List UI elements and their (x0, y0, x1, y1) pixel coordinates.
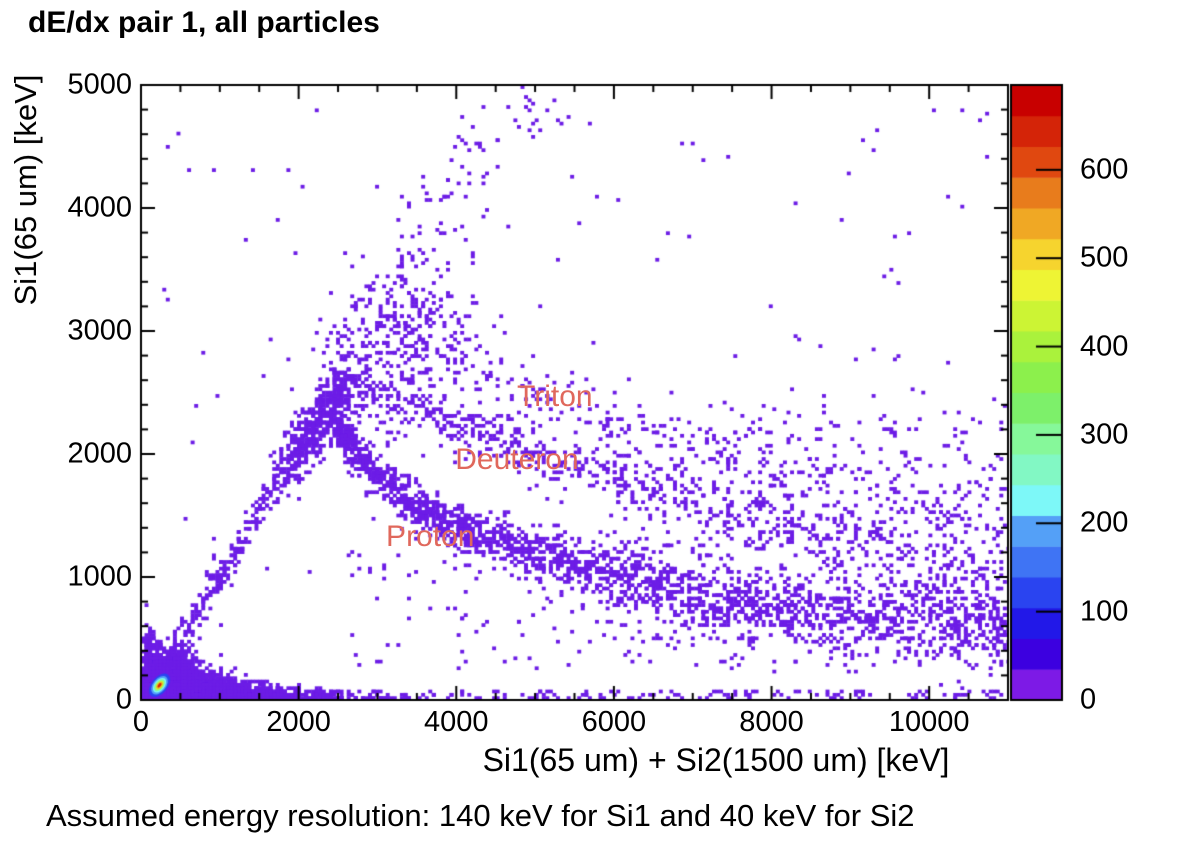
y-tick-label: 4000 (67, 191, 132, 224)
particle-label-deuteron: Deuteron (455, 443, 579, 477)
x-tick-label: 2000 (266, 706, 331, 738)
colorbar-tick-label: 100 (1080, 595, 1129, 628)
colorbar-tick-label: 600 (1080, 153, 1129, 186)
particle-label-triton: Triton (516, 380, 593, 414)
y-tick-label: 5000 (67, 68, 132, 101)
x-axis-title: Si1(65 um) + Si2(1500 um) [keV] (482, 742, 950, 778)
chart-title: dE/dx pair 1, all particles (28, 6, 380, 39)
x-tick-label: 6000 (581, 706, 647, 738)
colorbar-tick-label: 500 (1080, 241, 1129, 274)
y-tick-label: 2000 (67, 437, 132, 470)
x-tick-label: 8000 (739, 706, 804, 738)
colorbar-tick-label: 400 (1080, 330, 1129, 363)
y-tick-label: 1000 (67, 560, 132, 593)
x-tick-label: 4000 (424, 706, 489, 738)
colorbar-tick-label: 300 (1080, 418, 1129, 451)
colorbar-tick-label: 200 (1080, 506, 1129, 539)
y-axis-title: Si1(65 um) [keV] (8, 74, 43, 306)
particle-label-proton: Proton (386, 520, 475, 554)
y-tick-label: 3000 (67, 314, 132, 347)
x-tick-label: 0 (132, 706, 150, 738)
x-tick-label: 10000 (888, 706, 970, 738)
figure-caption: Assumed energy resolution: 140 keV for S… (46, 798, 915, 833)
y-tick-label: 0 (115, 683, 132, 716)
colorbar-tick-label: 0 (1080, 683, 1097, 716)
